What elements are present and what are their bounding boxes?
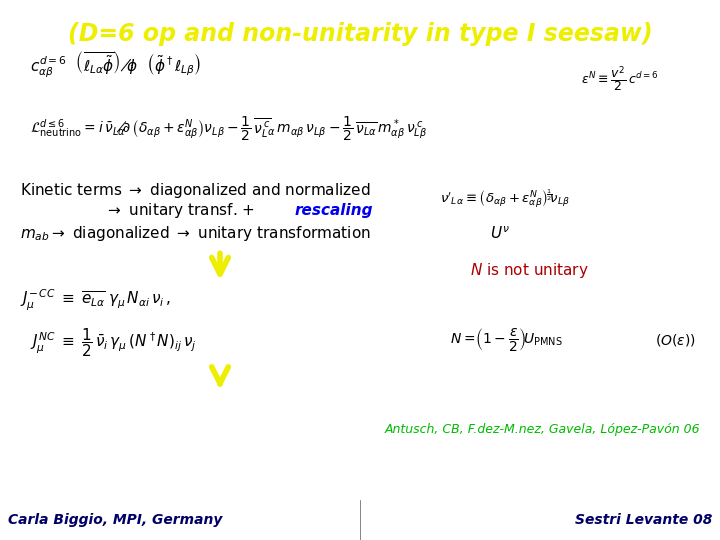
Text: $N = \!\left(1 - \dfrac{\varepsilon}{2}\right)\!U_{\mathrm{PMNS}}$: $N = \!\left(1 - \dfrac{\varepsilon}{2}\… [450, 326, 563, 353]
Text: (D=6 op and non-unitarity in type I seesaw): (D=6 op and non-unitarity in type I sees… [68, 22, 652, 46]
Text: rescaling: rescaling [295, 203, 374, 218]
Text: Kinetic terms $\rightarrow$ diagonalized and normalized: Kinetic terms $\rightarrow$ diagonalized… [20, 181, 371, 200]
Text: Antusch, CB, F.dez-M.nez, Gavela, López-Pavón 06: Antusch, CB, F.dez-M.nez, Gavela, López-… [384, 423, 700, 436]
Text: $\rightarrow$ unitary transf. +: $\rightarrow$ unitary transf. + [105, 201, 256, 220]
Text: $U^\nu$: $U^\nu$ [490, 225, 510, 242]
Text: $\nu'_{L\alpha} \equiv \left(\delta_{\alpha\beta}+\epsilon_{\alpha\beta}^N\right: $\nu'_{L\alpha} \equiv \left(\delta_{\al… [440, 187, 570, 210]
Text: $(O(\varepsilon))$: $(O(\varepsilon))$ [655, 332, 696, 348]
Text: $\mathit{N}$ is not unitary: $\mathit{N}$ is not unitary [470, 261, 589, 280]
Text: Sestri Levante 08: Sestri Levante 08 [575, 513, 712, 526]
Text: $m_{ab} \rightarrow$ diagonalized $\rightarrow$ unitary transformation: $m_{ab} \rightarrow$ diagonalized $\righ… [20, 224, 371, 243]
Text: $c_{\alpha\beta}^{d=6}$  $\left(\overline{\ell_{L\alpha}\tilde{\phi}}\right)$  $: $c_{\alpha\beta}^{d=6}$ $\left(\overline… [30, 49, 202, 80]
Text: $\mathcal{L}_{\rm neutrino}^{d\leq 6} = i\,\bar{\nu}_{L\alpha}\,\not\!\!\partial: $\mathcal{L}_{\rm neutrino}^{d\leq 6} = … [30, 115, 428, 143]
Text: $\epsilon^N \equiv \dfrac{v^2}{2}\, c^{d=6}$: $\epsilon^N \equiv \dfrac{v^2}{2}\, c^{d… [581, 65, 659, 94]
Text: $J_\mu^{NC}\;\equiv\;\dfrac{1}{2}\,\bar{\nu}_i\,\gamma_\mu\,(N^\dagger N)_{ij}\,: $J_\mu^{NC}\;\equiv\;\dfrac{1}{2}\,\bar{… [30, 326, 197, 359]
Text: $J_\mu^{-\,CC}\;\equiv\;\overline{e_{L\alpha}}\;\gamma_\mu\,N_{\alpha i}\,\nu_i\: $J_\mu^{-\,CC}\;\equiv\;\overline{e_{L\a… [20, 287, 171, 313]
Text: Carla Biggio, MPI, Germany: Carla Biggio, MPI, Germany [8, 513, 222, 526]
